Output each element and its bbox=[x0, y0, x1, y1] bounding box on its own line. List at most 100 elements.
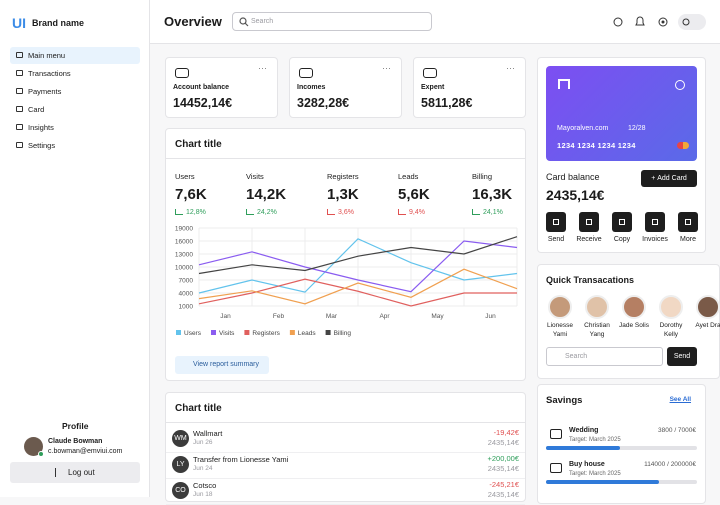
tx-name: Cotsco bbox=[193, 481, 217, 490]
metric-value: 16,3K bbox=[472, 186, 513, 203]
contact-name: Ayet Dra bbox=[695, 322, 720, 329]
search-box[interactable]: Search bbox=[232, 12, 432, 31]
menu-dots: ··· bbox=[506, 63, 515, 73]
y-tick-label: 10000 bbox=[175, 265, 193, 272]
profile-heading: Profile bbox=[62, 421, 89, 431]
stat-icon bbox=[175, 68, 189, 78]
metric-label: Leads bbox=[398, 172, 419, 181]
logout-button[interactable]: Log out bbox=[10, 462, 140, 483]
action-button[interactable] bbox=[612, 212, 632, 232]
quick-search-placeholder: Search bbox=[565, 353, 588, 360]
brand-name: Brand name bbox=[32, 18, 85, 28]
search-placeholder: Search bbox=[251, 18, 274, 25]
metric-label: Billing bbox=[472, 172, 493, 181]
action-button[interactable] bbox=[645, 212, 665, 232]
contact-name: Jade Solis bbox=[619, 322, 649, 329]
progress-track bbox=[546, 446, 697, 450]
progress-track bbox=[546, 480, 697, 484]
contact-name: Christian Yang bbox=[584, 322, 610, 338]
card-logo bbox=[558, 79, 570, 89]
menu-icon bbox=[16, 70, 23, 76]
see-all-link[interactable]: See All bbox=[669, 396, 691, 403]
report-button[interactable]: View report summary bbox=[175, 356, 269, 374]
logout-label: Log out bbox=[68, 468, 95, 477]
y-tick-label: 16000 bbox=[175, 239, 193, 246]
metric-label: Users bbox=[175, 172, 195, 181]
card-icon bbox=[675, 80, 685, 90]
action-button[interactable] bbox=[546, 212, 566, 232]
header-icons[interactable] bbox=[610, 12, 710, 32]
goal-name: Wedding bbox=[569, 427, 599, 434]
stat-value: 14452,14€ bbox=[173, 96, 233, 110]
goal-amount: 114000 / 200000€ bbox=[644, 461, 696, 468]
action-icon bbox=[652, 219, 658, 225]
stat-label: Expent bbox=[421, 84, 445, 91]
sidebar bbox=[0, 0, 150, 497]
menu-dots: ··· bbox=[258, 63, 267, 73]
action-label: More bbox=[680, 236, 696, 243]
menu-label: Card bbox=[28, 105, 45, 114]
contact-name: Lionesse Yami bbox=[546, 322, 574, 338]
balance-label: Card balance bbox=[546, 172, 600, 182]
quick-card: Quick Transacations Lionesse Yami Christia… bbox=[537, 264, 720, 379]
series-line bbox=[198, 240, 518, 293]
action-label: Invoices bbox=[642, 236, 668, 243]
tx-date: Jun 18 bbox=[193, 491, 213, 498]
menu-item[interactable]: Settings bbox=[10, 137, 140, 154]
legend-label: Users bbox=[184, 330, 202, 337]
tx-date: Jun 24 bbox=[193, 465, 213, 472]
x-tick-label: Apr bbox=[379, 313, 390, 320]
send-button[interactable]: Send bbox=[667, 347, 697, 366]
goal-icon bbox=[550, 429, 562, 439]
add-card-label: Add Card bbox=[657, 175, 687, 182]
trend-icon bbox=[472, 209, 480, 215]
action-button[interactable] bbox=[579, 212, 599, 232]
menu-item[interactable]: Card bbox=[10, 101, 140, 118]
progress-fill bbox=[546, 446, 620, 450]
action-icon bbox=[586, 219, 592, 225]
action-icon bbox=[619, 219, 625, 225]
stat-card: ··· Expent 5811,28€ bbox=[413, 57, 526, 118]
y-tick-label: 1000 bbox=[179, 304, 194, 311]
metric-change: 24,1% bbox=[483, 209, 503, 216]
tx-amount: -19,42€ bbox=[493, 428, 519, 437]
tx-name: Transfer from Lionesse Yami bbox=[193, 455, 289, 464]
card-widget: Mayoralven.com 12/28 1234 1234 1234 1234 Ca… bbox=[537, 57, 706, 253]
goal-name: Buy house bbox=[569, 461, 605, 468]
divider bbox=[166, 452, 525, 453]
menu-label: Settings bbox=[28, 141, 56, 150]
legend-swatch bbox=[289, 330, 295, 335]
menu-item[interactable]: Main menu bbox=[10, 47, 140, 64]
mastercard-logo bbox=[677, 142, 689, 149]
balance-value: 2435,14€ bbox=[546, 187, 605, 203]
metric-value: 7,6K bbox=[175, 186, 207, 203]
goal-amount: 3800 / 7000€ bbox=[658, 427, 696, 434]
quick-search[interactable]: Search bbox=[546, 347, 663, 366]
avatar-initials: LY bbox=[172, 456, 189, 473]
menu-icon bbox=[16, 124, 23, 130]
series-line bbox=[198, 238, 518, 294]
goal-icon bbox=[550, 463, 562, 473]
x-tick-label: Mar bbox=[326, 313, 338, 320]
menu-item[interactable]: Payments bbox=[10, 83, 140, 100]
x-tick-label: Jan bbox=[220, 313, 231, 320]
stat-card: ··· Incomes 3282,28€ bbox=[289, 57, 402, 118]
menu-item[interactable]: Insights bbox=[10, 119, 140, 136]
contact-avatar bbox=[696, 295, 720, 319]
profile-email: c.bowman@emviui.com bbox=[48, 448, 123, 455]
logout-icon bbox=[55, 468, 63, 477]
action-icon bbox=[553, 219, 559, 225]
add-card-button[interactable]: + Add Card bbox=[641, 170, 697, 187]
stat-card: ··· Account balance 14452,14€ bbox=[165, 57, 278, 118]
action-button[interactable] bbox=[678, 212, 698, 232]
profile-name: Claude Bowman bbox=[48, 438, 103, 445]
card-expiry: 12/28 bbox=[628, 125, 646, 132]
y-tick-label: 19000 bbox=[175, 226, 193, 233]
page-title: Overview bbox=[164, 14, 222, 29]
stat-label: Account balance bbox=[173, 84, 230, 91]
logo: UI bbox=[12, 15, 26, 31]
contact-avatar bbox=[585, 295, 609, 319]
menu-item[interactable]: Transactions bbox=[10, 65, 140, 82]
metric-change: 24,2% bbox=[257, 209, 277, 216]
